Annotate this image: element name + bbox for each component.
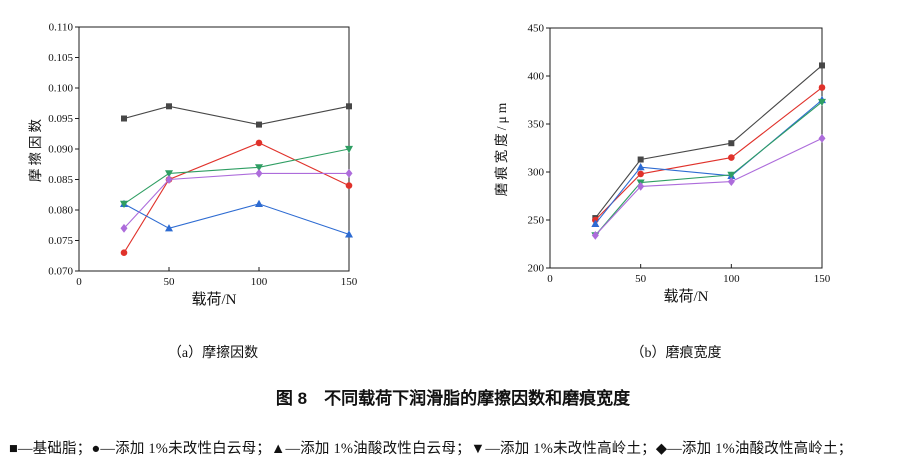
y-tick-label: 0.095 (48, 113, 73, 125)
circle-marker (345, 182, 353, 189)
y-tick-label: 0.080 (48, 205, 73, 217)
plot-frame (78, 26, 350, 272)
y-tick-label: 350 (528, 119, 545, 131)
square-marker (346, 103, 352, 110)
triangle-down-marker (165, 170, 173, 178)
y-tick-label: 450 (528, 23, 545, 35)
y-tick-label: 200 (528, 263, 545, 275)
plot-frame (549, 27, 823, 269)
x-tick-label: 150 (814, 273, 831, 285)
circle-marker (120, 249, 128, 256)
circle-marker (728, 154, 735, 161)
diamond-marker (120, 223, 128, 233)
y-tick-label: 250 (528, 215, 545, 227)
x-tick-label: 0 (76, 276, 82, 288)
series-oleic-modified-kaolin (591, 134, 826, 240)
subcaption-b: （b）磨痕宽度 (630, 346, 722, 361)
series-line (123, 172, 349, 229)
y-tick-label: 0.070 (48, 266, 73, 278)
diamond-marker (345, 169, 353, 178)
diamond-marker (637, 182, 645, 191)
y-tick-label: 0.090 (48, 144, 73, 156)
triangle-down-marker (345, 145, 353, 154)
figure-caption: 图 8 不同载荷下润滑脂的摩擦因数和磨痕宽度 (275, 389, 631, 408)
axes: 200 250 300 350 400 450 0 50 100 150 载荷/N 磨痕宽度/μm (493, 23, 831, 306)
triangle-up-marker (345, 230, 353, 238)
triangle-up-marker (591, 219, 600, 227)
series-line (594, 87, 823, 221)
series-line (123, 148, 350, 205)
triangle-down-marker (255, 164, 263, 172)
series-line (594, 65, 823, 219)
series-unmodified-kaolin (120, 145, 353, 209)
y-axis-title: 磨痕宽度/μm (493, 100, 509, 197)
y-tick-label: 400 (528, 71, 545, 83)
y-tick-label: 0.100 (48, 83, 73, 95)
series-legend: ■—基础脂；●—添加 1%未改性白云母；▲—添加 1%油酸改性白云母；▼—添加 … (9, 441, 853, 457)
subcaption-a: （a）摩擦因数 (167, 346, 259, 361)
series-oleic-modified-kaolin (120, 169, 353, 233)
x-tick-label: 50 (635, 273, 647, 285)
x-tick-label: 100 (251, 276, 268, 288)
y-axis-title: 摩擦因数 (27, 116, 43, 182)
y-tick-label: 0.075 (48, 235, 73, 247)
series-line (123, 203, 350, 235)
circle-marker (637, 170, 644, 178)
circle-marker (818, 84, 826, 91)
triangle-down-marker (727, 171, 736, 180)
series-line (123, 142, 350, 253)
series-line (594, 101, 823, 236)
square-marker (819, 62, 825, 69)
series-line (594, 137, 823, 236)
x-tick-label: 50 (164, 276, 176, 288)
chart-b-wear-scar-width: 200 250 300 350 400 450 0 50 100 150 载荷/N 磨痕宽度/μm (493, 23, 831, 306)
series-oleic-modified-mica (120, 199, 353, 238)
triangle-down-marker (120, 200, 128, 209)
square-marker (121, 115, 127, 122)
diamond-marker (727, 177, 735, 186)
square-marker (256, 121, 262, 128)
series-unmodified-kaolin (591, 98, 826, 240)
x-axis-title: 载荷/N (663, 288, 708, 305)
chart-a-friction-coefficient: 0.070 0.075 0.080 0.085 0.090 0.095 0.100 0.105… (27, 22, 358, 309)
y-tick-label: 0.110 (49, 22, 74, 34)
square-marker (166, 103, 172, 110)
diamond-marker (591, 230, 599, 240)
series-base-grease (592, 62, 825, 222)
triangle-up-marker (165, 224, 173, 232)
triangle-down-marker (818, 98, 826, 107)
triangle-up-marker (255, 199, 263, 207)
x-tick-label: 150 (341, 276, 358, 288)
y-tick-label: 0.105 (48, 52, 73, 64)
diamond-marker (165, 175, 173, 184)
square-marker (728, 140, 735, 147)
square-marker (637, 156, 644, 163)
diamond-marker (255, 169, 263, 178)
x-tick-label: 100 (723, 273, 740, 285)
axes: 0.070 0.075 0.080 0.085 0.090 0.095 0.100 0.105… (27, 22, 358, 309)
series-unmodified-mica (120, 139, 353, 256)
series-base-grease (121, 103, 352, 128)
circle-marker (255, 139, 263, 147)
y-tick-label: 0.085 (48, 174, 73, 186)
triangle-up-marker (636, 163, 645, 171)
diamond-marker (818, 134, 826, 143)
x-axis-title: 载荷/N (191, 291, 236, 308)
series-line (123, 105, 350, 126)
y-tick-label: 300 (528, 167, 545, 179)
x-tick-label: 0 (547, 273, 553, 285)
